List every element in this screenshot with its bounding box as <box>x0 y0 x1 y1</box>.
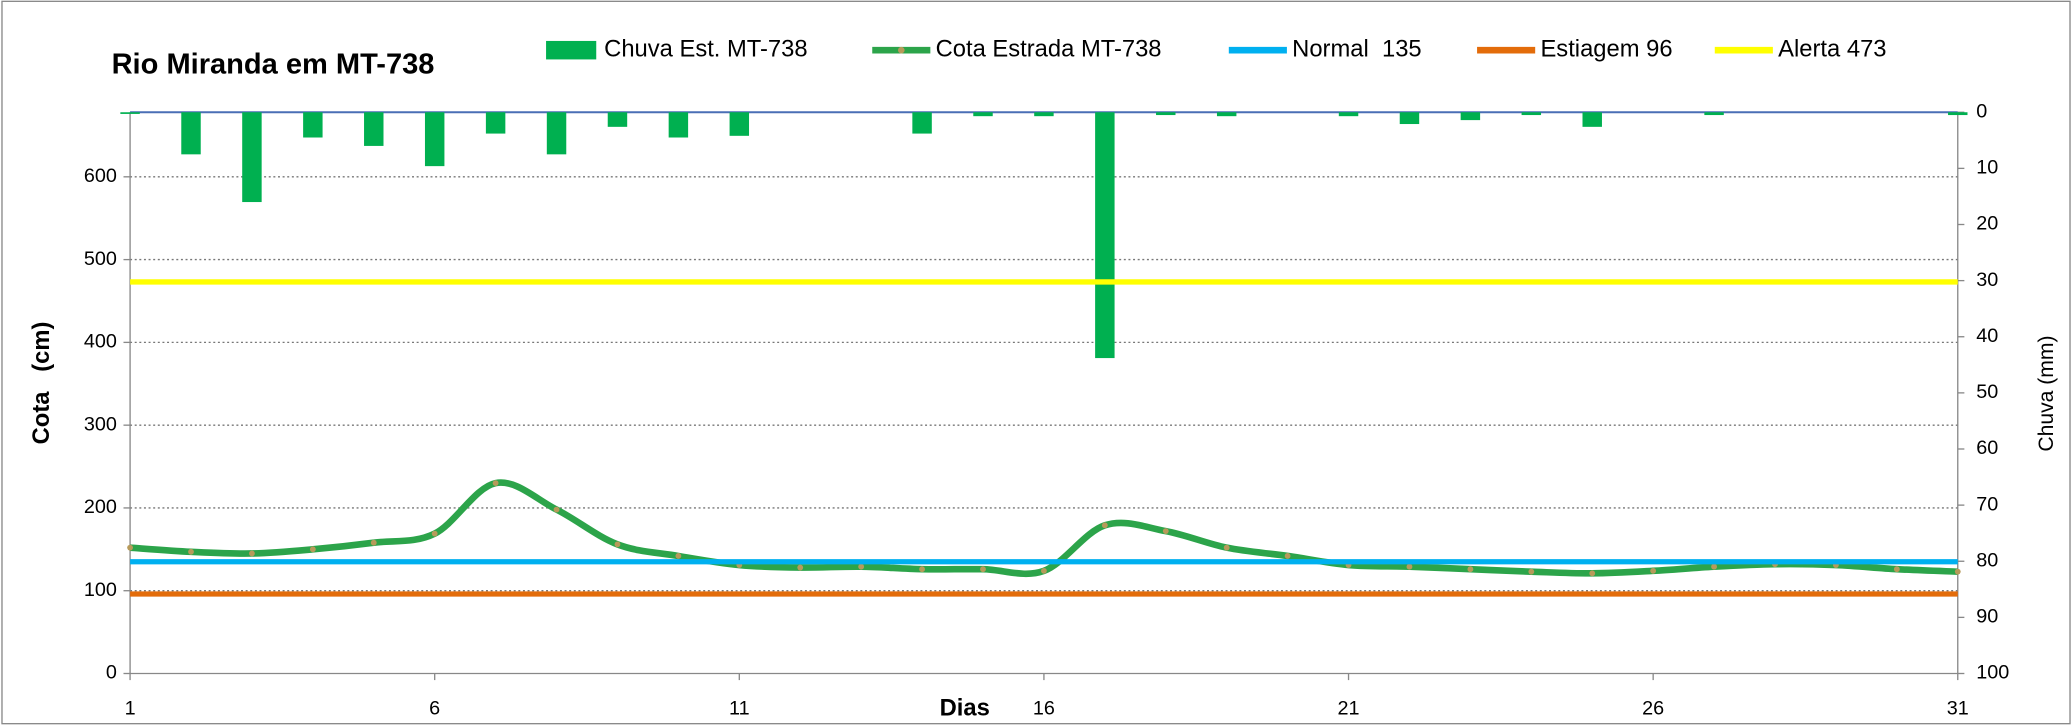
line-marker <box>858 563 865 570</box>
bar <box>181 112 201 155</box>
x-tick-label: 21 <box>1338 697 1360 719</box>
line-marker <box>1711 563 1717 570</box>
y-tick-label: 200 <box>84 496 117 518</box>
bar <box>303 112 323 138</box>
y2-tick-label: 50 <box>1976 381 1998 403</box>
bar <box>1582 112 1602 127</box>
y-axis-label: Cota (cm) <box>28 322 55 445</box>
y2-tick-label: 90 <box>1976 606 1998 628</box>
y2-tick-label: 100 <box>1976 662 2009 684</box>
line-marker <box>1101 522 1108 529</box>
line-marker <box>1893 566 1900 573</box>
y2-tick-label: 0 <box>1976 100 1987 122</box>
bar <box>668 112 689 138</box>
bar <box>364 112 384 146</box>
line-marker <box>1650 567 1657 574</box>
legend-label: Alerta 473 <box>1778 35 1886 62</box>
bar <box>1338 112 1359 117</box>
line-marker <box>614 541 621 548</box>
y2-tick-label: 70 <box>1976 493 1998 515</box>
bar <box>120 112 140 114</box>
legend-label: Chuva Est. MT-738 <box>604 35 807 62</box>
line-marker <box>1954 568 1961 575</box>
line-marker <box>553 506 560 513</box>
legend-swatch <box>546 40 597 60</box>
line-marker <box>492 480 499 487</box>
line-marker <box>1162 528 1169 535</box>
line-marker <box>431 530 438 537</box>
bar <box>912 112 932 134</box>
chart-title: Rio Miranda em MT-738 <box>112 49 435 81</box>
x-tick-label: 11 <box>729 697 750 719</box>
y-tick-label: 0 <box>106 662 117 684</box>
bar <box>729 112 750 136</box>
legend-marker <box>897 46 905 54</box>
line-marker <box>1041 567 1047 574</box>
y2-tick-label: 10 <box>1976 157 1998 179</box>
bar <box>607 112 628 127</box>
x-tick-label: 1 <box>125 697 136 719</box>
bar <box>1034 112 1054 117</box>
y2-tick-label: 80 <box>1976 549 1998 571</box>
legend-label: Estiagem 96 <box>1540 35 1672 62</box>
legend-label: Cota Estrada MT-738 <box>936 35 1162 62</box>
bar <box>1095 112 1115 359</box>
bar <box>485 112 506 134</box>
y-tick-label: 300 <box>84 413 117 435</box>
legend-label: Normal 135 <box>1292 35 1421 62</box>
bar <box>1948 112 1968 116</box>
line-marker <box>127 544 133 551</box>
line-marker <box>980 566 986 573</box>
line-marker <box>188 548 194 555</box>
x-tick-label: 16 <box>1033 697 1055 719</box>
line-marker <box>1223 544 1230 551</box>
x-tick-label: 6 <box>429 697 440 719</box>
line-marker <box>309 546 316 553</box>
bar <box>1216 112 1237 117</box>
bar <box>1460 112 1481 121</box>
bar <box>1521 112 1542 116</box>
line-marker <box>1467 566 1474 573</box>
bar <box>424 112 445 167</box>
bar <box>1156 112 1176 116</box>
bar <box>546 112 567 155</box>
line-marker <box>1284 553 1291 559</box>
line-marker <box>1406 563 1413 570</box>
line-marker <box>370 539 377 546</box>
y2-tick-label: 40 <box>1976 325 1998 347</box>
line-marker <box>1589 570 1596 577</box>
line-marker <box>1528 568 1535 575</box>
bar <box>973 112 993 117</box>
x-tick-label: 31 <box>1947 697 1969 719</box>
line-marker <box>249 550 255 557</box>
y-tick-label: 100 <box>84 579 117 601</box>
bar <box>1704 112 1724 116</box>
y-tick-label: 500 <box>84 248 117 270</box>
line-marker <box>919 566 925 573</box>
y-tick-label: 400 <box>84 331 117 353</box>
x-tick-label: 26 <box>1642 697 1664 719</box>
line-marker <box>797 564 804 571</box>
y2-tick-label: 60 <box>1976 437 1998 459</box>
y-tick-label: 600 <box>84 165 117 187</box>
y2-tick-label: 30 <box>1976 269 1998 291</box>
bar <box>1399 112 1420 125</box>
bar <box>242 112 262 203</box>
line-marker <box>675 553 682 559</box>
x-axis-label: Dias <box>940 694 990 721</box>
y2-tick-label: 20 <box>1976 213 1998 235</box>
y2-axis-label: Chuva (mm) <box>2035 335 2058 451</box>
